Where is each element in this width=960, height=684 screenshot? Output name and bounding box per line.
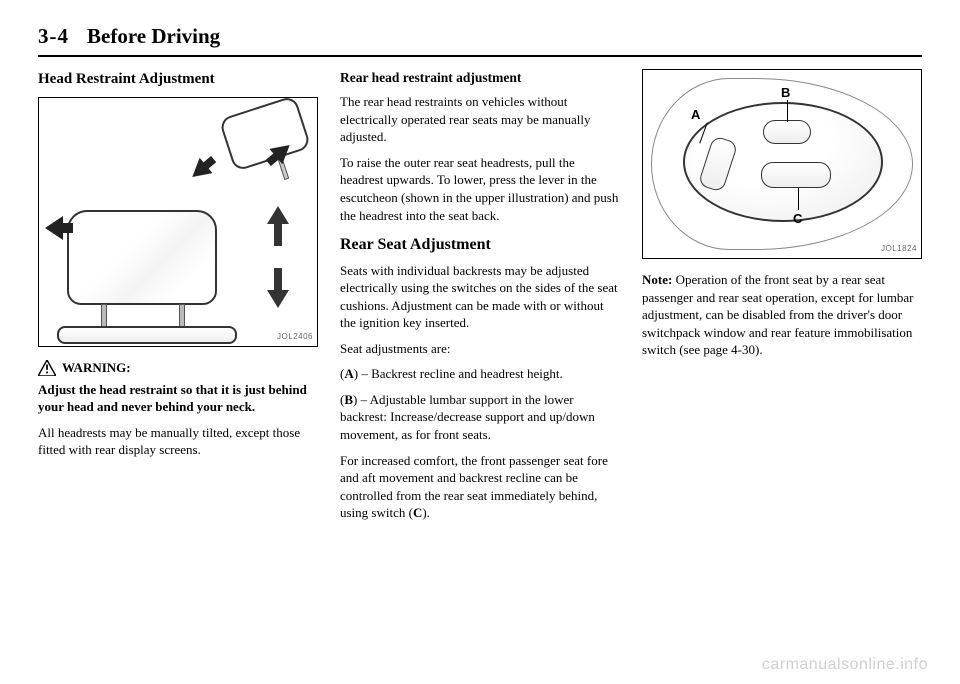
heading-head-restraint: Head Restraint Adjustment — [38, 69, 318, 89]
col2-p1: The rear head restraints on vehicles wit… — [340, 93, 620, 146]
callout-b: B — [781, 84, 790, 102]
column-3: A B C JOL1824 Note: Operation of the fro… — [642, 69, 922, 530]
heading-rear-head-restraint: Rear head restraint adjustment — [340, 69, 620, 87]
content-columns: Head Restraint Adjustment JOL2406 — [38, 69, 922, 530]
warning-triangle-icon — [38, 360, 56, 376]
heading-rear-seat-adjustment: Rear Seat Adjustment — [340, 234, 620, 256]
arrow-up-icon — [267, 206, 289, 246]
figure-headrest: JOL2406 — [38, 97, 318, 347]
watermark: carmanualsonline.info — [762, 656, 928, 674]
callout-a: A — [691, 106, 700, 124]
label-c: C — [413, 505, 422, 520]
text-a: ) – Backrest recline and headrest height… — [354, 366, 563, 381]
col2-item-a: (A) – Backrest recline and headrest heig… — [340, 365, 620, 383]
label-a: A — [344, 366, 353, 381]
column-2: Rear head restraint adjustment The rear … — [340, 69, 620, 530]
column-1: Head Restraint Adjustment JOL2406 — [38, 69, 318, 530]
note-text: Operation of the front seat by a rear se… — [642, 272, 913, 357]
figure-code: JOL2406 — [277, 332, 313, 343]
arrow-down-icon — [267, 268, 289, 308]
col2-p3: Seats with individual backrests may be a… — [340, 262, 620, 332]
figure-code-2: JOL1824 — [881, 244, 917, 255]
chapter-title: Before Driving — [87, 24, 220, 49]
page-header: 3-4 Before Driving — [38, 24, 922, 57]
warning-text: Adjust the head restraint so that it is … — [38, 381, 318, 416]
warning-header: WARNING: — [38, 359, 318, 377]
text-b: ) – Adjustable lumbar support in the low… — [340, 392, 595, 442]
warning-label: WARNING: — [62, 359, 131, 377]
label-b: B — [344, 392, 353, 407]
headrest-body-icon — [67, 210, 217, 305]
switch-c-icon — [761, 162, 831, 188]
col2-p2: To raise the outer rear seat headrests, … — [340, 154, 620, 224]
col2-item-c: For increased comfort, the front passeng… — [340, 452, 620, 522]
note-paragraph: Note: Operation of the front seat by a r… — [642, 271, 922, 359]
switch-b-icon — [763, 120, 811, 144]
col2-p4: Seat adjustments are: — [340, 340, 620, 358]
col2-item-b: (B) – Adjustable lumbar support in the l… — [340, 391, 620, 444]
text-c-post: ). — [422, 505, 430, 520]
note-label: Note: — [642, 272, 672, 287]
arrow-tilt-icon — [45, 216, 73, 240]
col1-p1: All headrests may be manually tilted, ex… — [38, 424, 318, 459]
page-number: 3-4 — [38, 24, 69, 49]
figure-switches: A B C JOL1824 — [642, 69, 922, 259]
callout-c: C — [793, 210, 802, 228]
manual-page: 3-4 Before Driving Head Restraint Adjust… — [0, 0, 960, 684]
text-c-pre: For increased comfort, the front passeng… — [340, 453, 608, 521]
